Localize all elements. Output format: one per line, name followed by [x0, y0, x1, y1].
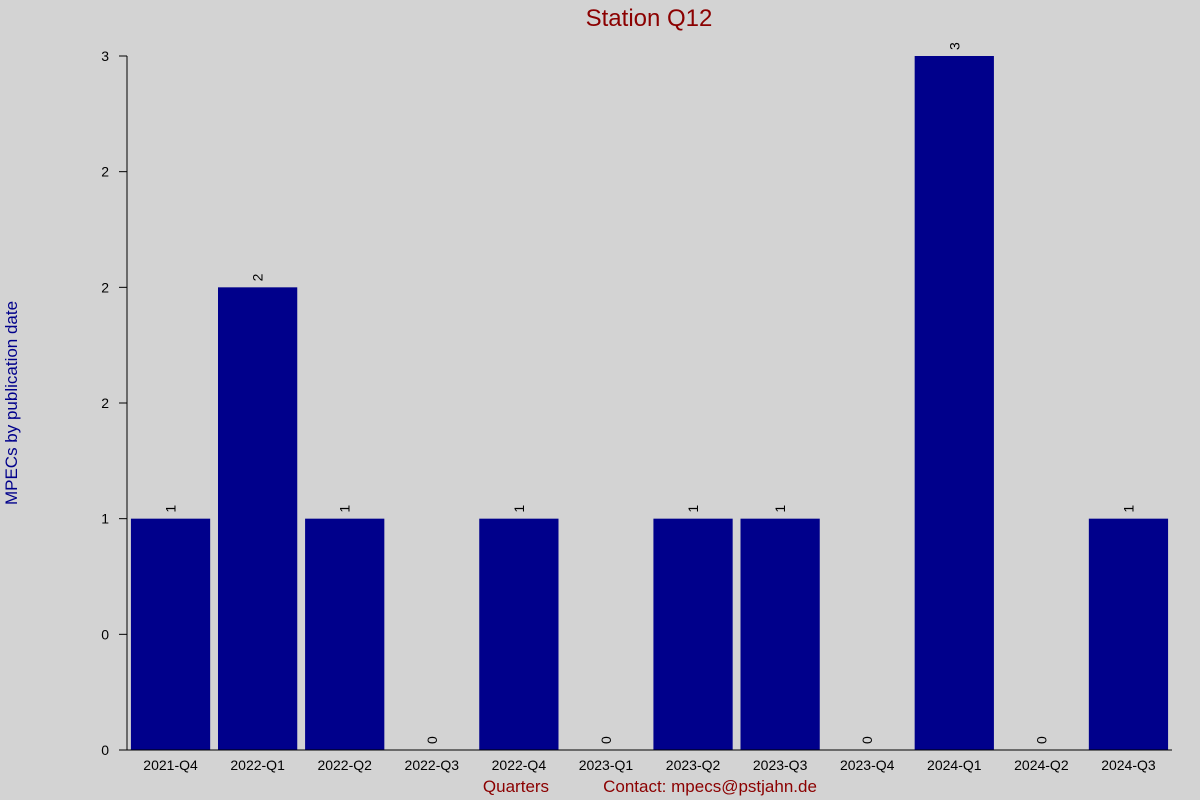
bar [305, 518, 385, 750]
data-label: 1 [511, 505, 527, 513]
y-tick-label: 2 [101, 164, 109, 180]
y-axis-label: MPECs by publication date [2, 301, 21, 505]
data-label: 1 [685, 505, 701, 513]
y-tick-label: 2 [101, 395, 109, 411]
data-label: 2 [250, 273, 266, 281]
x-tick-label: 2023-Q2 [666, 757, 721, 773]
x-tick-label: 2023-Q4 [840, 757, 895, 773]
bar [1088, 518, 1169, 750]
data-label: 0 [859, 736, 875, 744]
data-label: 0 [598, 736, 614, 744]
x-tick-label: 2021-Q4 [143, 757, 198, 773]
data-label: 0 [424, 736, 440, 744]
data-label: 1 [337, 505, 353, 513]
y-tick-label: 3 [101, 48, 109, 64]
x-tick-label: 2022-Q3 [405, 757, 460, 773]
x-tick-label: 2022-Q2 [317, 757, 372, 773]
bar [653, 518, 733, 750]
bar [218, 287, 298, 750]
chart-title: Station Q12 [586, 5, 713, 32]
y-tick-label: 0 [101, 626, 109, 642]
data-label: 1 [1120, 505, 1136, 513]
x-tick-label: 2022-Q1 [230, 757, 285, 773]
data-label: 0 [1033, 736, 1049, 744]
x-tick-label: 2023-Q1 [579, 757, 634, 773]
x-tick-label: 2024-Q1 [927, 757, 982, 773]
bar [130, 518, 211, 750]
x-tick-label: 2024-Q3 [1101, 757, 1156, 773]
bar [479, 518, 559, 750]
x-axis-label: Quarters [483, 777, 549, 796]
y-tick-label: 1 [101, 511, 109, 527]
bar [740, 518, 820, 750]
x-tick-label: 2024-Q2 [1014, 757, 1069, 773]
x-tick-label: 2023-Q3 [753, 757, 808, 773]
y-tick-label: 2 [101, 279, 109, 295]
data-label: 1 [772, 505, 788, 513]
contact: Contact: mpecs@pstjahn.de [603, 777, 817, 796]
data-label: 3 [946, 42, 962, 50]
y-tick-label: 0 [101, 742, 109, 758]
bar [914, 56, 994, 750]
data-label: 1 [163, 505, 179, 513]
x-tick-label: 2022-Q4 [492, 757, 547, 773]
